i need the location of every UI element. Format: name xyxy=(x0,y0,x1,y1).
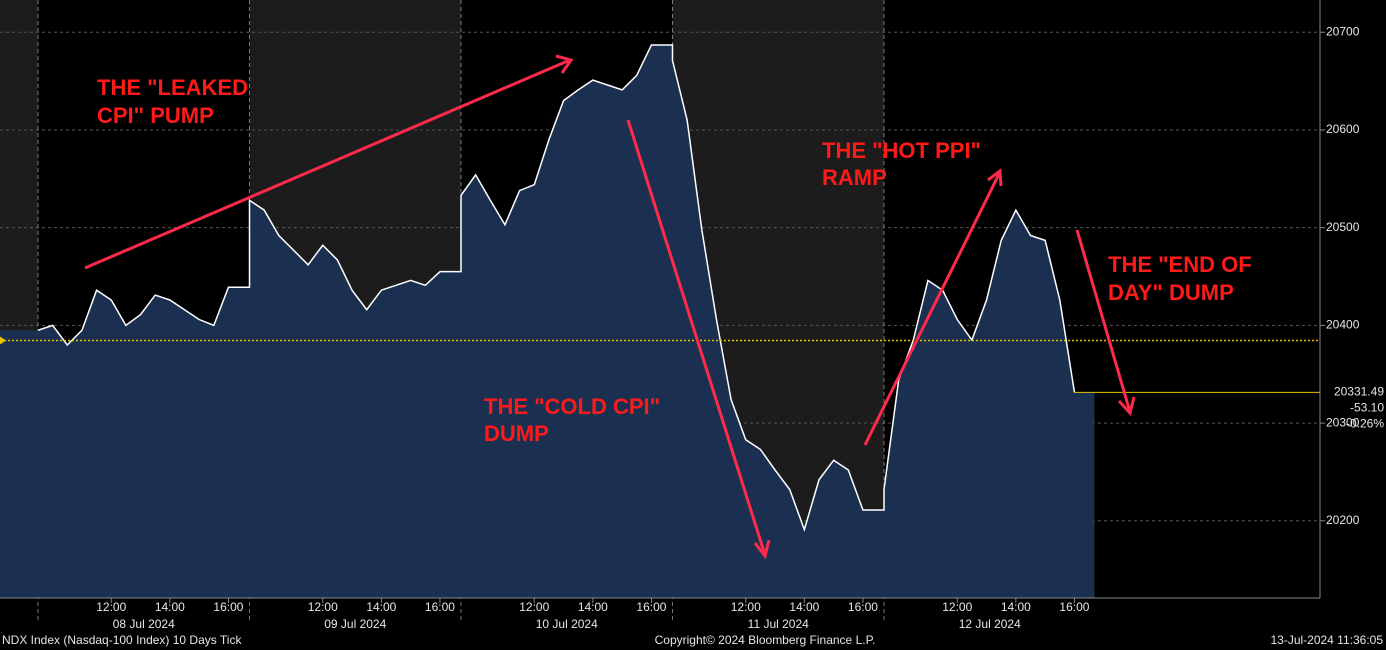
x-tick-label: 16:00 xyxy=(425,600,455,614)
x-tick-label: 16:00 xyxy=(213,600,243,614)
y-tick-label: 20400 xyxy=(1326,318,1360,332)
x-tick-label: 12:00 xyxy=(96,600,126,614)
footer-center: Copyright© 2024 Bloomberg Finance L.P. xyxy=(655,633,876,647)
annotation: THE "LEAKED xyxy=(97,75,248,100)
x-tick-label: 12:00 xyxy=(308,600,338,614)
x-tick-label: 14:00 xyxy=(578,600,608,614)
area xyxy=(0,44,1095,599)
annotation: THE "COLD CPI" xyxy=(484,394,660,419)
day-label: 09 Jul 2024 xyxy=(324,617,386,631)
x-tick-label: 14:00 xyxy=(789,600,819,614)
x-tick-label: 12:00 xyxy=(519,600,549,614)
day-label: 10 Jul 2024 xyxy=(536,617,598,631)
y-tick-label: 20300 xyxy=(1326,415,1360,429)
y-tick-label: 20700 xyxy=(1326,24,1360,38)
day-label: 08 Jul 2024 xyxy=(113,617,175,631)
annotation: RAMP xyxy=(822,165,887,190)
y-tick-label: 20600 xyxy=(1326,122,1360,136)
day-label: 12 Jul 2024 xyxy=(959,617,1021,631)
x-tick-label: 16:00 xyxy=(1059,600,1089,614)
previous-close-marker xyxy=(0,336,6,345)
price-line xyxy=(37,44,1076,532)
x-tick-label: 14:00 xyxy=(1001,600,1031,614)
annotation: CPI" PUMP xyxy=(97,103,214,128)
x-tick-label: 14:00 xyxy=(155,600,185,614)
y-tick-label: 20200 xyxy=(1326,513,1360,527)
x-tick-label: 12:00 xyxy=(942,600,972,614)
annotation: DUMP xyxy=(484,421,549,446)
arrows xyxy=(84,54,1136,560)
day-label: 11 Jul 2024 xyxy=(748,617,809,631)
x-tick-label: 14:00 xyxy=(366,600,396,614)
x-tick-label: 12:00 xyxy=(731,600,761,614)
last-price-box xyxy=(1322,384,1386,401)
annotation: THE "HOT PPI" xyxy=(822,138,981,163)
x-tick-label: 16:00 xyxy=(636,600,666,614)
annotation: THE "END OF xyxy=(1108,252,1252,277)
footer-left: NDX Index (Nasdaq-100 Index) 10 Days Tic… xyxy=(2,633,242,647)
annotation: DAY" DUMP xyxy=(1108,280,1234,305)
last-price: 20331.49 xyxy=(1334,384,1384,398)
change-pct: -0.26% xyxy=(1346,416,1384,430)
y-tick-label: 20500 xyxy=(1326,220,1360,234)
footer-right: 13-Jul-2024 11:36:05 xyxy=(1270,633,1383,647)
change: -53.10 xyxy=(1350,400,1384,414)
x-tick-label: 16:00 xyxy=(848,600,878,614)
